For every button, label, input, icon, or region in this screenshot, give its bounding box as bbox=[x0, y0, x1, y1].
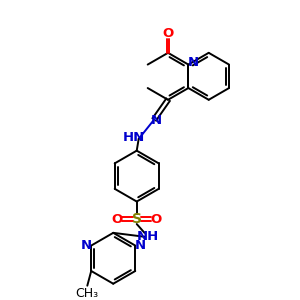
Text: HN: HN bbox=[123, 131, 145, 144]
Text: N: N bbox=[81, 239, 92, 252]
Text: O: O bbox=[112, 213, 123, 226]
Text: N: N bbox=[151, 114, 162, 127]
Text: N: N bbox=[188, 56, 199, 69]
Text: O: O bbox=[162, 27, 174, 40]
Text: O: O bbox=[151, 213, 162, 226]
Text: N: N bbox=[135, 239, 146, 252]
Text: CH₃: CH₃ bbox=[76, 287, 99, 300]
Text: S: S bbox=[132, 212, 142, 226]
Text: NH: NH bbox=[136, 230, 159, 243]
